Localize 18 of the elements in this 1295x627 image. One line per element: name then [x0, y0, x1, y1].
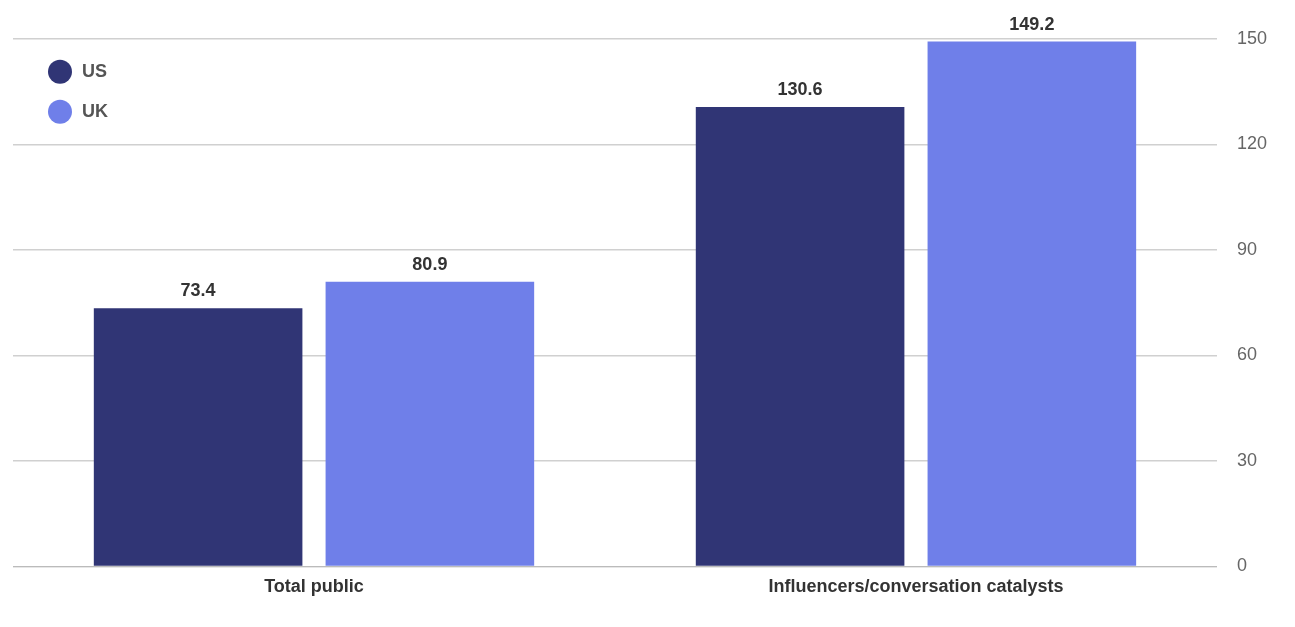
y-tick-label: 30	[1236, 449, 1257, 470]
data-label: 73.4	[180, 280, 216, 301]
bar	[93, 308, 303, 566]
legend-label: UK	[82, 100, 108, 121]
y-tick-label: 120	[1236, 133, 1268, 154]
data-label: 149.2	[1009, 13, 1055, 34]
y-tick-label: 0	[1236, 555, 1247, 576]
bar	[325, 281, 535, 566]
x-tick-label: Total public	[264, 576, 364, 597]
legend-label: US	[82, 60, 108, 81]
data-label: 80.9	[412, 253, 448, 274]
y-tick-label: 90	[1236, 238, 1257, 259]
data-label: 130.6	[777, 79, 823, 100]
y-tick-label: 60	[1236, 344, 1257, 365]
y-tick-label: 150	[1236, 27, 1268, 48]
bar	[927, 41, 1137, 566]
x-tick-label: Influencers/conversation catalysts	[768, 576, 1064, 597]
bar	[695, 107, 905, 566]
